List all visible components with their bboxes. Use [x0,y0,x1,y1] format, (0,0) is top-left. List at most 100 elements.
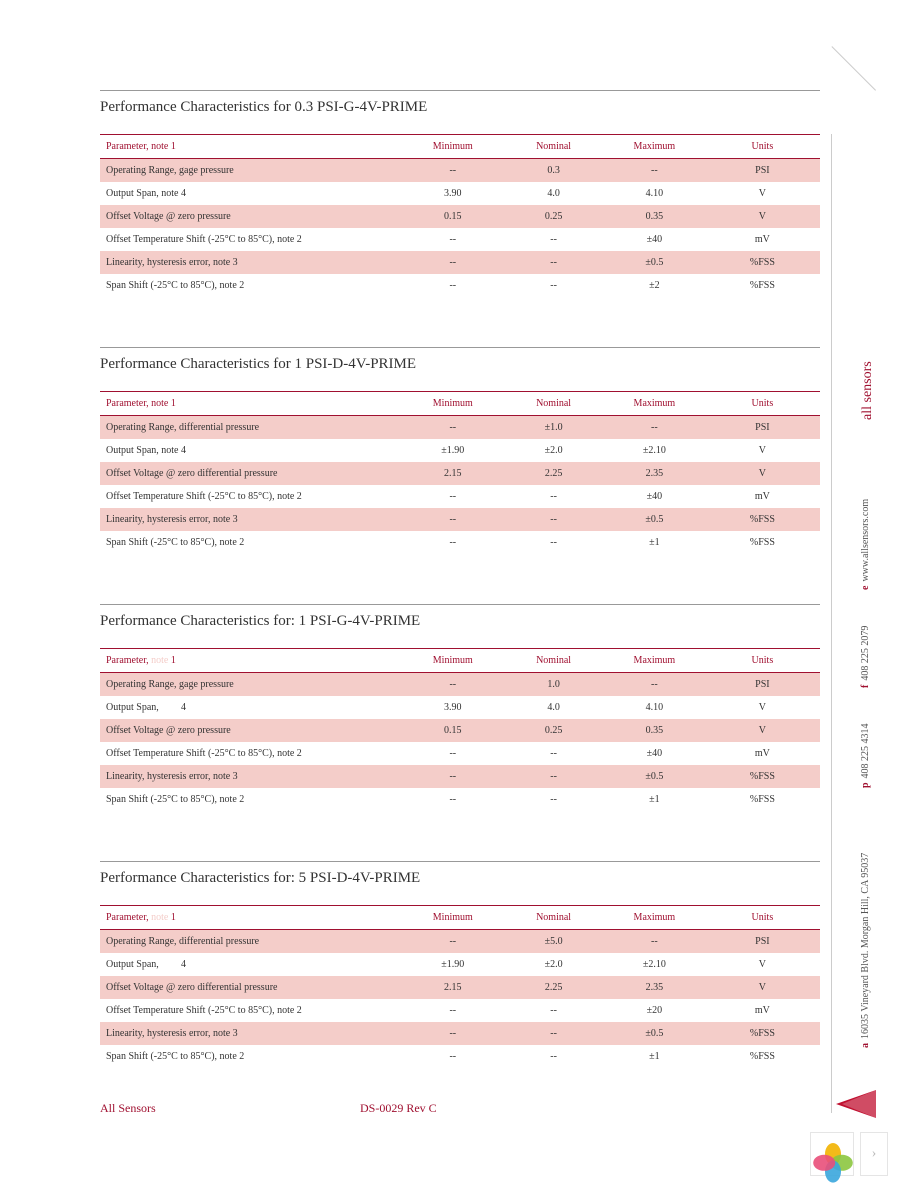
cell-min: -- [402,274,503,297]
cell-parameter: Linearity, hysteresis error, note 3 [100,251,402,274]
spec-table: Parameter, note 1MinimumNominalMaximumUn… [100,134,820,297]
cell-nom: -- [503,1045,604,1068]
table-row: Offset Voltage @ zero differential press… [100,462,820,485]
cell-nom: 0.25 [503,205,604,228]
table-row: Linearity, hysteresis error, note 3----±… [100,508,820,531]
cell-min: 0.15 [402,205,503,228]
cell-nom: ±2.0 [503,439,604,462]
cell-min: 3.90 [402,696,503,719]
cell-units: PSI [705,159,820,183]
cell-units: %FSS [705,765,820,788]
table-row: Output Span, note 43.904.04.10V [100,182,820,205]
cell-parameter: Offset Voltage @ zero pressure [100,719,402,742]
cell-units: PSI [705,416,820,440]
cell-nom: 0.3 [503,159,604,183]
cell-nom: -- [503,1022,604,1045]
vertical-divider [831,134,832,1113]
section-title: Performance Characteristics for: 5 PSI-D… [100,861,820,905]
cell-min: -- [402,228,503,251]
cell-nom: ±1.0 [503,416,604,440]
cell-nom: 1.0 [503,673,604,697]
cell-min: ±1.90 [402,953,503,976]
col-minimum: Minimum [402,135,503,159]
cell-max: ±1 [604,788,705,811]
cell-units: %FSS [705,1045,820,1068]
side-info-strip: all sensors ewww.allsensors.com f408 225… [840,100,864,1100]
next-button[interactable]: › [860,1132,888,1176]
cell-min: -- [402,531,503,554]
cell-parameter: Span Shift (-25°C to 85°C), note 2 [100,274,402,297]
cell-units: %FSS [705,508,820,531]
table-row: Output Span, note 4±1.90±2.0±2.10V [100,953,820,976]
cell-nom: -- [503,228,604,251]
cell-nom: -- [503,765,604,788]
cell-max: ±1 [604,531,705,554]
petal-icon [813,1155,835,1171]
cell-max: 0.35 [604,205,705,228]
col-maximum: Maximum [604,649,705,673]
cell-units: %FSS [705,788,820,811]
cell-max: -- [604,930,705,954]
table-row: Output Span, note 43.904.04.10V [100,696,820,719]
cell-max: -- [604,416,705,440]
col-nominal: Nominal [503,392,604,416]
cell-units: V [705,719,820,742]
cell-min: -- [402,930,503,954]
cell-parameter: Offset Temperature Shift (-25°C to 85°C)… [100,999,402,1022]
cell-max: ±0.5 [604,1022,705,1045]
side-website: ewww.allsensors.com [860,499,871,590]
cell-max: ±1 [604,1045,705,1068]
col-units: Units [705,649,820,673]
col-units: Units [705,906,820,930]
cell-nom: 0.25 [503,719,604,742]
cell-parameter: Output Span, note 4 [100,696,402,719]
cell-max: ±2.10 [604,953,705,976]
col-nominal: Nominal [503,649,604,673]
cell-parameter: Output Span, note 4 [100,182,402,205]
cell-max: ±40 [604,742,705,765]
cell-parameter: Span Shift (-25°C to 85°C), note 2 [100,531,402,554]
cell-parameter: Linearity, hysteresis error, note 3 [100,508,402,531]
cell-parameter: Offset Voltage @ zero pressure [100,205,402,228]
cell-max: ±20 [604,999,705,1022]
table-row: Operating Range, differential pressure--… [100,416,820,440]
cell-parameter: Operating Range, differential pressure [100,930,402,954]
cell-min: ±1.90 [402,439,503,462]
col-minimum: Minimum [402,392,503,416]
cell-units: V [705,205,820,228]
cell-units: V [705,976,820,999]
col-maximum: Maximum [604,392,705,416]
cell-max: ±2 [604,274,705,297]
cell-nom: -- [503,508,604,531]
col-nominal: Nominal [503,135,604,159]
bottom-widget: › [810,1132,888,1176]
cell-max: -- [604,673,705,697]
footer-company: All Sensors [100,1101,360,1116]
page-content: Performance Characteristics for 0.3 PSI-… [100,90,820,1118]
cell-parameter: Output Span, note 4 [100,439,402,462]
cell-parameter: Output Span, note 4 [100,953,402,976]
cell-max: ±0.5 [604,765,705,788]
side-phone: p408 225 4314 [860,723,871,788]
cell-parameter: Offset Voltage @ zero differential press… [100,976,402,999]
cell-units: V [705,462,820,485]
section-title: Performance Characteristics for: 1 PSI-G… [100,604,820,648]
spec-section: Performance Characteristics for 1 PSI-D-… [100,347,820,554]
flower-logo-icon[interactable] [810,1132,854,1176]
cell-units: PSI [705,930,820,954]
cell-max: ±2.10 [604,439,705,462]
cell-max: 2.35 [604,462,705,485]
side-address: a16035 Vineyard Blvd. Morgan Hill, CA 95… [860,853,871,1048]
cell-units: PSI [705,673,820,697]
table-row: Operating Range, gage pressure--0.3--PSI [100,159,820,183]
spec-section: Performance Characteristics for: 5 PSI-D… [100,861,820,1068]
cell-parameter: Operating Range, gage pressure [100,673,402,697]
cell-nom: -- [503,274,604,297]
cell-units: %FSS [705,274,820,297]
cell-parameter: Offset Temperature Shift (-25°C to 85°C)… [100,228,402,251]
page-footer: All Sensors DS-0029 Rev C [100,1101,820,1116]
cell-nom: -- [503,251,604,274]
cell-units: V [705,696,820,719]
col-units: Units [705,392,820,416]
cell-nom: ±5.0 [503,930,604,954]
